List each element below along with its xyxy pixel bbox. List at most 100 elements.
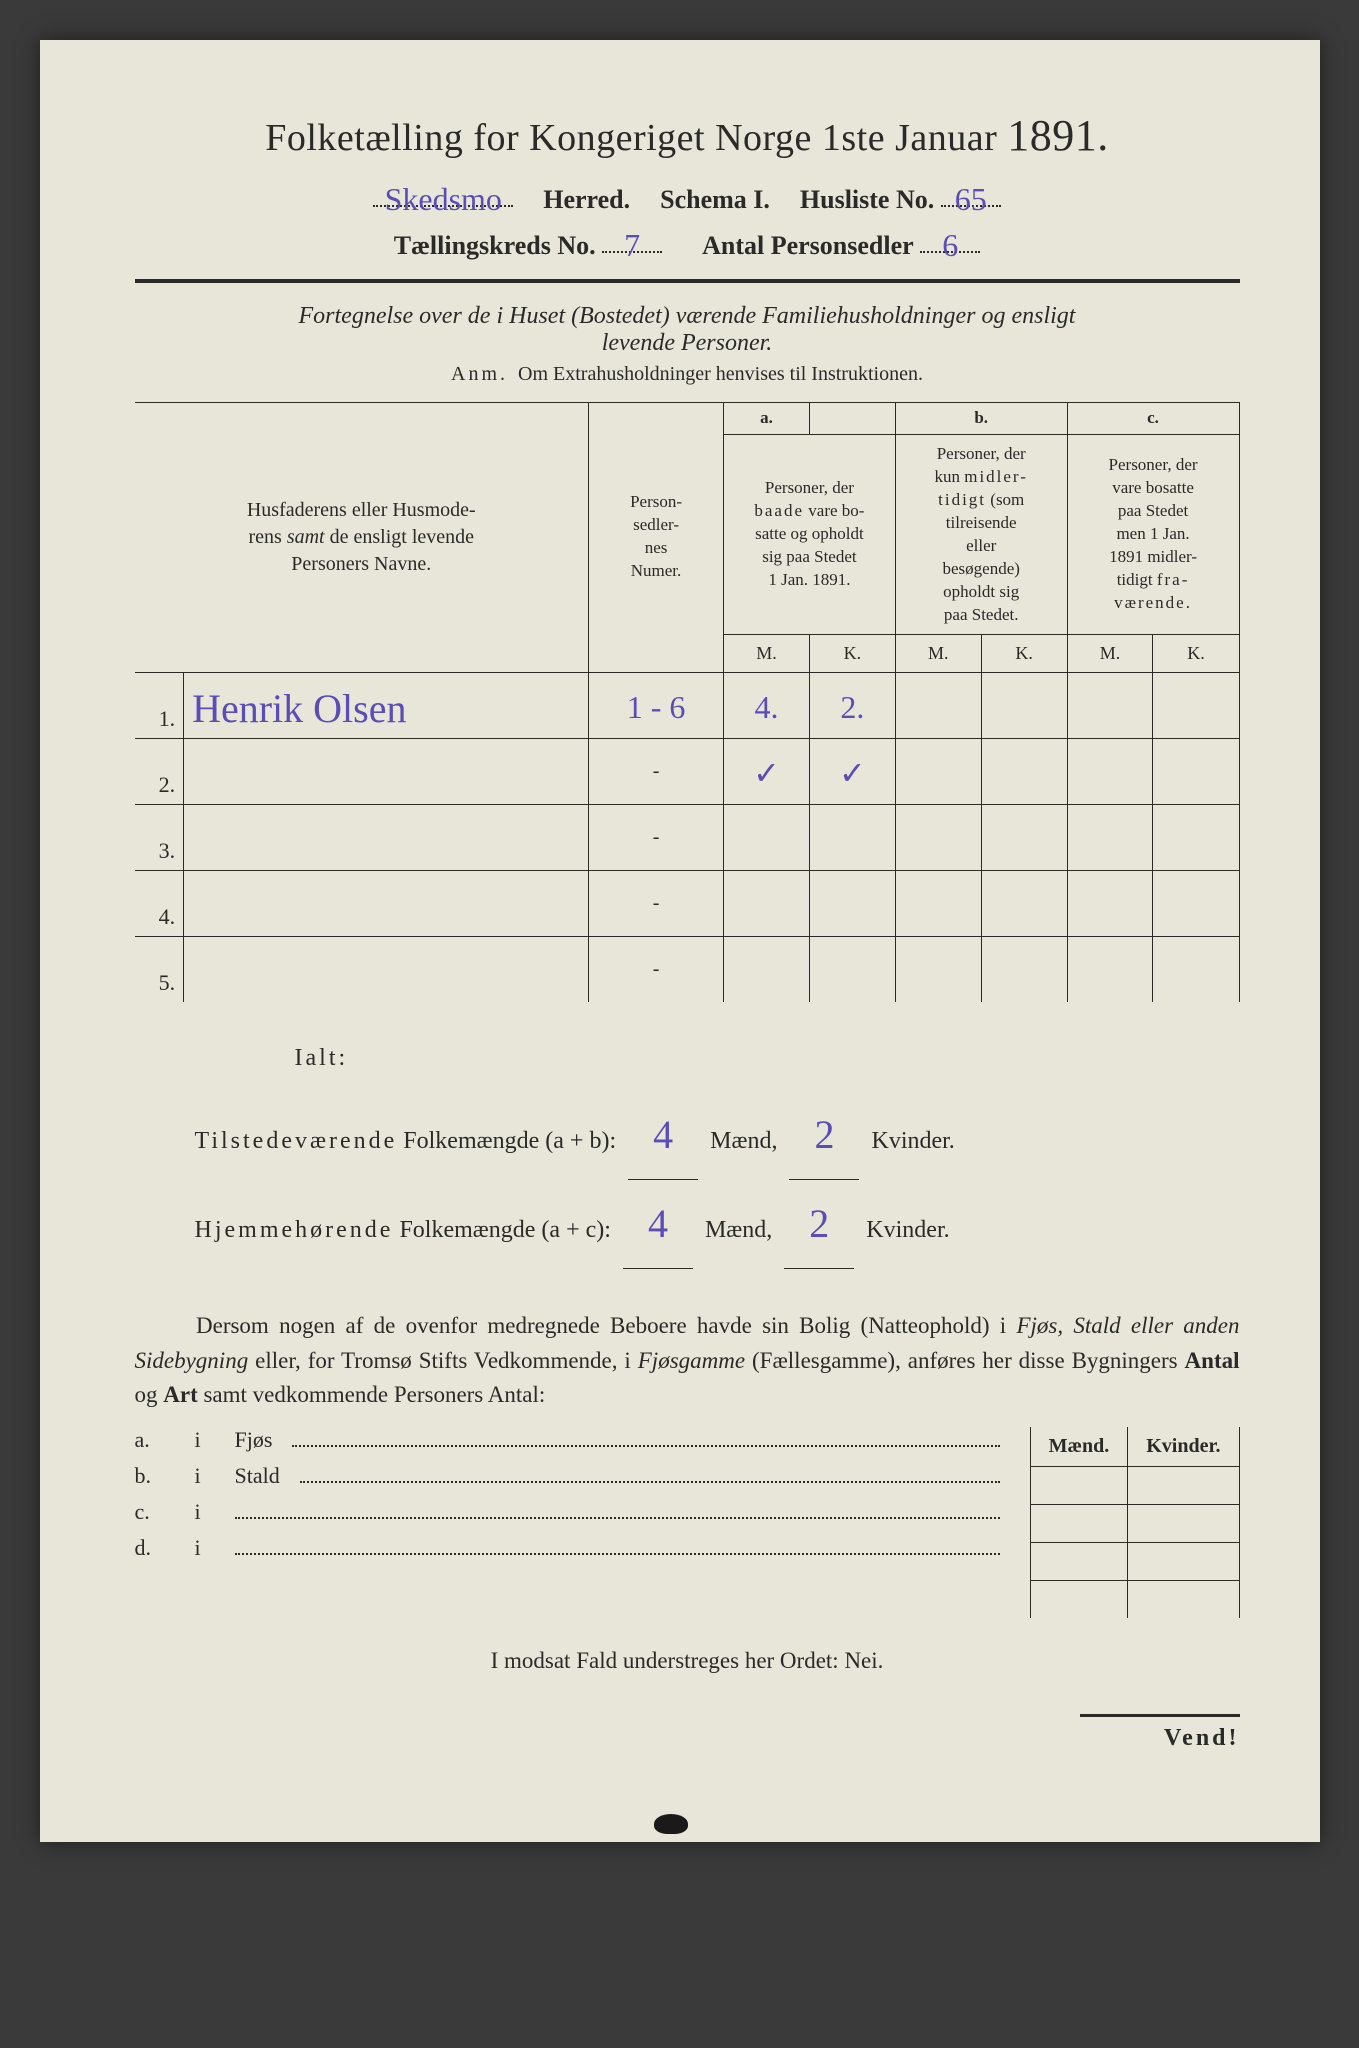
col-numer-header: Person-sedler-nesNumer. xyxy=(589,403,724,673)
bld-i: i xyxy=(195,1427,215,1453)
herred-value: Skedsmo xyxy=(385,181,502,217)
row-bm xyxy=(895,738,981,804)
bld-cell xyxy=(1128,1542,1239,1580)
row-bm xyxy=(895,870,981,936)
row-am xyxy=(724,870,810,936)
hjemme-rest: Folkemængde (a + c): xyxy=(399,1217,611,1243)
census-form-page: Folketælling for Kongeriget Norge 1ste J… xyxy=(40,40,1320,1842)
bld-maend-header: Mænd. xyxy=(1030,1427,1128,1467)
kreds-value: 7 xyxy=(624,227,640,263)
table-row: 2. - ✓ ✓ xyxy=(135,738,1240,804)
row-ck xyxy=(1153,804,1239,870)
col-c-header: Personer, dervare bosattepaa Stedetmen 1… xyxy=(1067,434,1239,635)
row-ak xyxy=(809,870,895,936)
row-ck xyxy=(1153,672,1239,738)
col-a-label: a. xyxy=(724,403,810,435)
buildings-list: a. i Fjøs b. i Stald c. i d. i xyxy=(135,1427,1000,1619)
bld-d: d. xyxy=(135,1535,175,1561)
kvinder-label: Kvinder. xyxy=(871,1128,954,1154)
maend-label: Mænd, xyxy=(710,1128,777,1154)
row-num: 4. xyxy=(135,870,184,936)
row-ck xyxy=(1153,870,1239,936)
row-numer: - xyxy=(589,804,724,870)
row-cm xyxy=(1067,672,1153,738)
dotted-line xyxy=(300,1467,1000,1483)
bld-i: i xyxy=(195,1499,215,1525)
row-numer: 1 - 6 xyxy=(589,672,724,738)
table-row: 4. - xyxy=(135,870,1240,936)
bld-fjos: Fjøs xyxy=(235,1427,273,1453)
row-cm xyxy=(1067,804,1153,870)
row-cm xyxy=(1067,936,1153,1002)
row-name xyxy=(184,936,589,1002)
bld-cell xyxy=(1128,1504,1239,1542)
row-name xyxy=(184,804,589,870)
bld-cell xyxy=(1030,1580,1128,1618)
hjemme-m-field: 4 xyxy=(623,1180,693,1269)
bld-stald: Stald xyxy=(235,1463,280,1489)
tilstede-label: Tilstedeværende xyxy=(195,1128,398,1154)
row-num: 3. xyxy=(135,804,184,870)
building-row-b: b. i Stald xyxy=(135,1463,1000,1489)
row-num: 1. xyxy=(135,672,184,738)
col-b-label: b. xyxy=(895,403,1067,435)
kreds-label: Tællingskreds No. xyxy=(394,231,596,260)
col-c-label: c. xyxy=(1067,403,1239,435)
title-text: Folketælling for Kongeriget Norge 1ste J… xyxy=(265,117,997,159)
row-bk xyxy=(981,870,1067,936)
maend-label-2: Mænd, xyxy=(705,1217,772,1243)
tilstede-rest: Folkemængde (a + b): xyxy=(403,1128,616,1154)
row-ck xyxy=(1153,738,1239,804)
hjemme-label: Hjemmehørende xyxy=(195,1217,394,1243)
vend-label: Vend! xyxy=(1080,1714,1240,1752)
subtitle-line1b: og ensligt xyxy=(981,303,1075,329)
col-a-k: K. xyxy=(809,635,895,672)
bld-b: b. xyxy=(135,1463,175,1489)
buildings-paragraph: Dersom nogen af de ovenfor medregnede Be… xyxy=(135,1309,1240,1413)
building-row-a: a. i Fjøs xyxy=(135,1427,1000,1453)
inkblot-icon xyxy=(654,1814,688,1834)
row-am: 4. xyxy=(724,672,810,738)
table-row: 3. - xyxy=(135,804,1240,870)
col-a-label-spacer xyxy=(809,403,895,435)
col-c-k: K. xyxy=(1153,635,1239,672)
bld-i: i xyxy=(195,1535,215,1561)
col-c-m: M. xyxy=(1067,635,1153,672)
bld-i: i xyxy=(195,1463,215,1489)
row-cm xyxy=(1067,870,1153,936)
row-bk xyxy=(981,738,1067,804)
ialt-label: Ialt: xyxy=(295,1045,349,1071)
col-name-header: Husfaderens eller Husmode-rens samt de e… xyxy=(135,403,589,673)
row-bm xyxy=(895,936,981,1002)
row-ak: ✓ xyxy=(809,738,895,804)
bld-kvinder-header: Kvinder. xyxy=(1128,1427,1239,1467)
row-am xyxy=(724,804,810,870)
row-am: ✓ xyxy=(724,738,810,804)
col-b-header: Personer, derkun midler-tidigt (somtilre… xyxy=(895,434,1067,635)
header-row-2: Tællingskreds No. 7 Antal Personsedler 6 xyxy=(135,225,1240,261)
row-name xyxy=(184,738,589,804)
row-ak xyxy=(809,804,895,870)
col-b-k: K. xyxy=(981,635,1067,672)
row-name xyxy=(184,870,589,936)
building-row-d: d. i xyxy=(135,1535,1000,1561)
row-bm xyxy=(895,672,981,738)
row-name: Henrik Olsen xyxy=(184,672,589,738)
divider-rule xyxy=(135,279,1240,283)
kvinder-label-2: Kvinder. xyxy=(866,1217,949,1243)
bld-c: c. xyxy=(135,1499,175,1525)
bld-cell xyxy=(1128,1580,1239,1618)
bld-cell xyxy=(1030,1542,1128,1580)
dotted-line xyxy=(235,1503,1000,1519)
anm-prefix: Anm. xyxy=(451,363,508,385)
row-num: 5. xyxy=(135,936,184,1002)
husliste-field: 65 xyxy=(941,179,1001,207)
building-row-c: c. i xyxy=(135,1499,1000,1525)
subtitle-line2: levende Personer. xyxy=(602,330,773,356)
row-cm xyxy=(1067,738,1153,804)
bld-a: a. xyxy=(135,1427,175,1453)
subtitle: Fortegnelse over de i Huset (Bostedet) v… xyxy=(135,303,1240,357)
buildings-mk-table: Mænd. Kvinder. xyxy=(1030,1427,1240,1619)
table-row: 1. Henrik Olsen 1 - 6 4. 2. xyxy=(135,672,1240,738)
col-a-m: M. xyxy=(724,635,810,672)
